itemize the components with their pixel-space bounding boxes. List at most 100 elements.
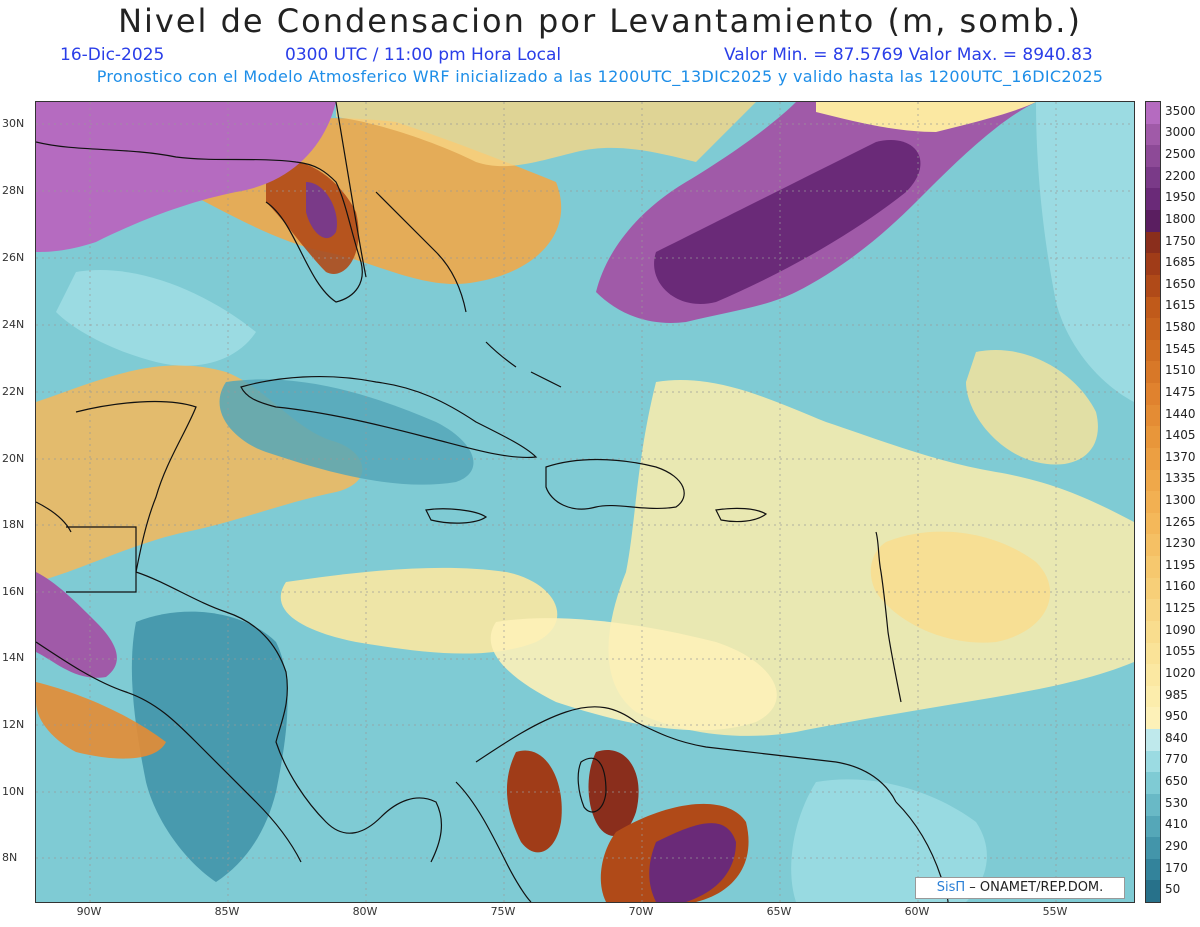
lat-label-16n: 16N <box>2 585 25 598</box>
colorbar-level-label: 530 <box>1165 795 1188 810</box>
colorbar-swatch <box>1146 793 1160 816</box>
colorbar-swatch <box>1146 296 1160 319</box>
colorbar-level-label: 1300 <box>1165 493 1196 507</box>
lcl-shaded-map <box>36 102 1134 902</box>
colorbar-swatch <box>1146 707 1160 730</box>
lat-label-12n: 12N <box>2 718 25 731</box>
grid-lines <box>36 102 1134 902</box>
colorbar-level-label: 1685 <box>1165 255 1196 270</box>
lat-label-20n: 20N <box>2 452 25 465</box>
colorbar-swatch <box>1146 231 1160 254</box>
lat-label-14n: 14N <box>2 651 25 664</box>
colorbar-swatch <box>1146 620 1160 643</box>
coastlines <box>36 102 949 902</box>
lat-label-8n: 8N <box>2 851 18 864</box>
colorbar-level-label: 1090 <box>1165 622 1196 637</box>
colorbar-level-label: 1055 <box>1165 644 1196 659</box>
lat-label-24n: 24N <box>2 318 25 331</box>
colorbar-swatch <box>1146 491 1160 514</box>
min-max-label: Valor Min. = 87.5769 Valor Max. = 8940.8… <box>724 45 1093 65</box>
shading-layer <box>36 102 1134 902</box>
colorbar-swatch <box>1146 404 1160 427</box>
time-label: 0300 UTC / 11:00 pm Hora Local <box>285 45 562 65</box>
colorbar-swatch <box>1146 880 1160 903</box>
colorbar-level-label: 1335 <box>1165 471 1196 486</box>
colorbar-level-label: 1020 <box>1165 665 1196 680</box>
colorbar-level-label: 2500 <box>1165 147 1196 162</box>
colorbar-swatch <box>1146 253 1160 276</box>
colorbar-swatch <box>1146 577 1160 600</box>
colorbar-level-label: 1265 <box>1165 514 1196 529</box>
colorbar-level-label: 840 <box>1165 730 1188 745</box>
colorbar-swatch <box>1146 145 1160 168</box>
lon-label-60w: 60W <box>904 905 930 918</box>
colorbar-level-label: 1230 <box>1165 536 1196 551</box>
colorbar-swatch <box>1146 664 1160 687</box>
colorbar-level-label: 985 <box>1165 687 1188 702</box>
colorbar-swatch <box>1146 210 1160 233</box>
colorbar-level-label: 170 <box>1165 860 1188 875</box>
colorbar-level-label: 1800 <box>1165 211 1196 226</box>
colorbar-swatch <box>1146 815 1160 838</box>
map-panel <box>35 101 1135 903</box>
colorbar-level-label: 1160 <box>1165 579 1196 594</box>
colorbar-swatch <box>1146 772 1160 795</box>
colorbar-swatch <box>1146 534 1160 557</box>
colorbar-swatch <box>1146 274 1160 297</box>
lon-label-70w: 70W <box>628 905 654 918</box>
map-title: Nivel de Condensacion por Levantamiento … <box>118 2 1082 40</box>
colorbar-level-label: 3500 <box>1165 103 1196 118</box>
colorbar-level-label: 770 <box>1165 752 1188 767</box>
colorbar-swatch <box>1146 383 1160 406</box>
credit-box: SisΠ – ONAMET/REP.DOM. <box>915 877 1125 899</box>
lon-label-90w: 90W <box>76 905 102 918</box>
colorbar-level-label: 1750 <box>1165 233 1196 248</box>
colorbar-level-label: 1475 <box>1165 384 1196 399</box>
colorbar-level-label: 1615 <box>1165 298 1196 313</box>
colorbar-swatch <box>1146 469 1160 492</box>
date-label: 16-Dic-2025 <box>60 45 165 65</box>
colorbar-swatch <box>1146 102 1160 124</box>
colorbar-level-label: 1580 <box>1165 320 1196 335</box>
lat-label-30n: 30N <box>2 117 25 130</box>
colorbar-level-label: 950 <box>1165 709 1188 724</box>
colorbar-swatch <box>1146 642 1160 665</box>
colorbar-level-label: 1650 <box>1165 276 1196 291</box>
colorbar-level-label: 1545 <box>1165 341 1196 356</box>
colorbar-level-label: 410 <box>1165 817 1188 832</box>
colorbar-swatch <box>1146 318 1160 341</box>
colorbar-level-label: 1440 <box>1165 406 1196 421</box>
colorbar-level-label: 3000 <box>1165 125 1196 140</box>
colorbar-swatch <box>1146 729 1160 752</box>
colorbar-swatch <box>1146 837 1160 860</box>
colorbar-swatch <box>1146 166 1160 189</box>
colorbar-swatch <box>1146 858 1160 881</box>
colorbar-level-label: 650 <box>1165 774 1188 789</box>
colorbar-swatch <box>1146 188 1160 211</box>
lon-label-80w: 80W <box>352 905 378 918</box>
lat-label-10n: 10N <box>2 785 25 798</box>
colorbar-level-label: 1405 <box>1165 428 1196 443</box>
colorbar <box>1145 101 1161 903</box>
colorbar-level-label: 50 <box>1165 882 1181 897</box>
sispi-logo-text: SisΠ <box>936 880 966 895</box>
lon-label-55w: 55W <box>1042 905 1068 918</box>
colorbar-swatch <box>1146 123 1160 146</box>
lon-label-75w: 75W <box>490 905 516 918</box>
lon-label-65w: 65W <box>766 905 792 918</box>
colorbar-swatch <box>1146 512 1160 535</box>
colorbar-swatch <box>1146 685 1160 708</box>
colorbar-swatch <box>1146 339 1160 362</box>
credit-org: – ONAMET/REP.DOM. <box>969 880 1104 895</box>
lat-label-22n: 22N <box>2 385 25 398</box>
lat-label-18n: 18N <box>2 518 25 531</box>
colorbar-swatch <box>1146 556 1160 579</box>
colorbar-level-label: 290 <box>1165 838 1188 853</box>
lon-label-85w: 85W <box>214 905 240 918</box>
colorbar-level-label: 1195 <box>1165 557 1196 572</box>
colorbar-level-label: 1510 <box>1165 363 1196 378</box>
forecast-note: Pronostico con el Modelo Atmosferico WRF… <box>96 67 1104 86</box>
colorbar-swatch <box>1146 426 1160 449</box>
lat-label-28n: 28N <box>2 184 25 197</box>
colorbar-swatch <box>1146 599 1160 622</box>
